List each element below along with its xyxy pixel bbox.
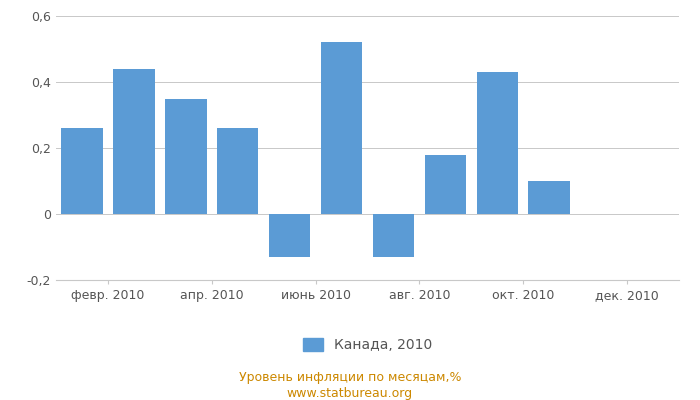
Bar bbox=[217, 128, 258, 214]
Bar bbox=[113, 69, 155, 214]
Bar bbox=[61, 128, 103, 214]
Bar bbox=[165, 98, 206, 214]
Bar bbox=[477, 72, 518, 214]
Bar bbox=[321, 42, 363, 214]
Bar bbox=[269, 214, 310, 257]
Text: www.statbureau.org: www.statbureau.org bbox=[287, 388, 413, 400]
Bar bbox=[528, 181, 570, 214]
Text: Уровень инфляции по месяцам,%: Уровень инфляции по месяцам,% bbox=[239, 372, 461, 384]
Bar bbox=[372, 214, 414, 257]
Bar bbox=[425, 154, 466, 214]
Legend: Канада, 2010: Канада, 2010 bbox=[303, 338, 432, 352]
